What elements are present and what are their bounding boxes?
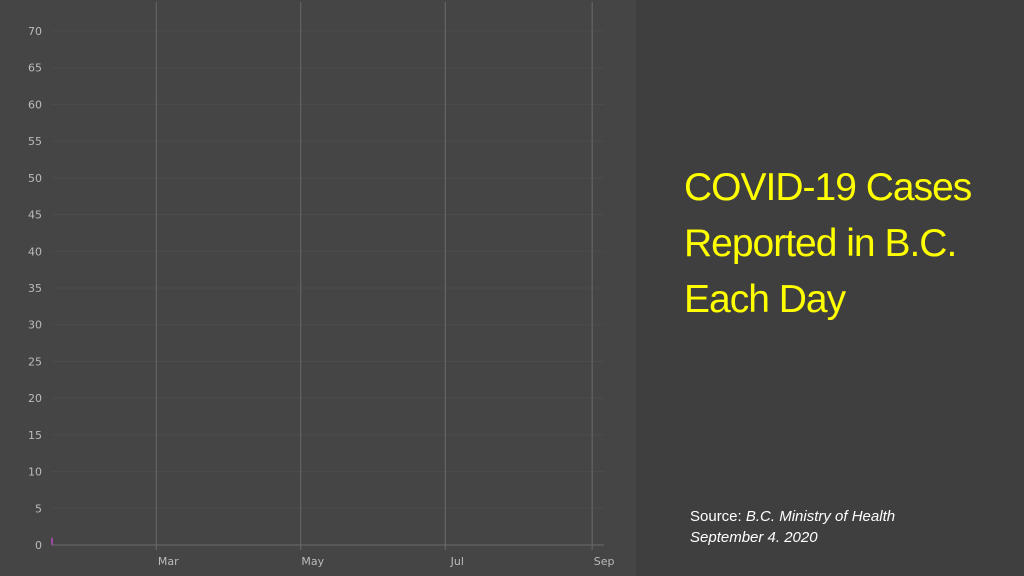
- x-tick-label: May: [301, 555, 324, 568]
- y-tick-label: 65: [28, 62, 42, 75]
- chart-panel: 0 5 10 15 20 25 30 35 40 45 50 55 60 65 70 Mar May Jul Se…: [28, 2, 615, 568]
- y-tick-label: 35: [28, 282, 42, 295]
- y-tick-label: 60: [28, 98, 42, 111]
- source-note: Source: B.C. Ministry of Health Septembe…: [690, 506, 895, 548]
- chart-bars: [51, 537, 53, 545]
- bar-segment: [51, 537, 53, 545]
- y-tick-label: 45: [28, 209, 42, 222]
- y-tick-label: 70: [28, 25, 42, 38]
- source-date-line: September 4. 2020: [690, 527, 895, 548]
- chart-gridlines: [52, 30, 604, 546]
- y-tick-label: 20: [28, 392, 42, 405]
- slide-title: COVID-19 Cases Reported in B.C. Each Day: [684, 160, 1014, 328]
- source-date: September 4. 2020: [690, 529, 818, 546]
- daily-cases-chart: 0 5 10 15 20 25 30 35 40 45 50 55 60 65 70 Mar May Jul Se…: [28, 2, 615, 568]
- y-tick-label: 15: [28, 429, 42, 442]
- x-tick-label: Jul: [450, 555, 464, 568]
- y-tick-label: 40: [28, 245, 42, 258]
- title-line-1: COVID-19 Cases: [684, 166, 972, 209]
- y-tick-label: 0: [35, 539, 42, 552]
- y-tick-label: 30: [28, 319, 42, 332]
- y-axis: 0 5 10 15 20 25 30 35 40 45 50 55 60 65 70: [28, 25, 42, 552]
- y-tick-label: 5: [35, 502, 42, 515]
- y-tick-label: 55: [28, 135, 42, 148]
- source-name: B.C. Ministry of Health: [745, 508, 896, 525]
- title-line-3: Each Day: [684, 278, 846, 321]
- x-tick-label: Mar: [158, 555, 179, 568]
- y-tick-label: 50: [28, 172, 42, 185]
- x-tick-label: Sep: [594, 555, 615, 568]
- source-prefix: Source:: [690, 508, 746, 525]
- y-tick-label: 25: [28, 355, 42, 368]
- chart-month-lines: [155, 2, 593, 545]
- source-line: Source: B.C. Ministry of Health: [690, 506, 895, 527]
- x-axis: Mar May Jul Sep: [52, 544, 615, 568]
- y-tick-label: 10: [28, 466, 42, 479]
- title-line-2: Reported in B.C.: [684, 222, 957, 265]
